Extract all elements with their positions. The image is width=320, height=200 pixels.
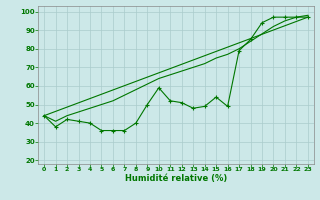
- X-axis label: Humidité relative (%): Humidité relative (%): [125, 174, 227, 183]
